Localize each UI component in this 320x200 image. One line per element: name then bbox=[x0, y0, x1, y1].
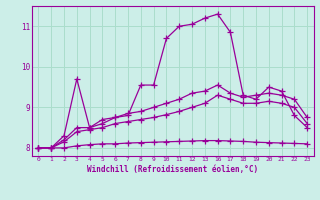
X-axis label: Windchill (Refroidissement éolien,°C): Windchill (Refroidissement éolien,°C) bbox=[87, 165, 258, 174]
